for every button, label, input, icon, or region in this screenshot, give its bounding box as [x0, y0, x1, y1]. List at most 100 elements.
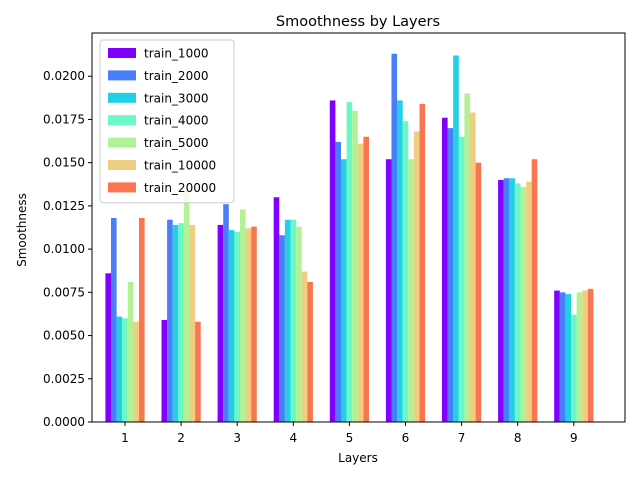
bar-train_10000-layer-9: [582, 290, 588, 422]
bar-train_4000-layer-6: [402, 121, 409, 423]
legend-label-train_3000: train_3000: [144, 91, 208, 105]
bar-train_10000-layer-8: [526, 181, 532, 422]
bar-train_4000-layer-1: [122, 318, 128, 422]
y-axis-label: Smoothness: [15, 193, 29, 267]
bar-train_5000-layer-7: [464, 93, 470, 422]
bar-train_10000-layer-1: [133, 321, 139, 422]
y-tick-label: 0.0025: [43, 372, 85, 386]
bar-train_2000-layer-4: [279, 235, 285, 422]
bar-train_3000-layer-5: [341, 159, 347, 422]
bar-train_4000-layer-9: [571, 314, 577, 422]
x-tick-label: 4: [289, 431, 297, 445]
bar-train_10000-layer-4: [301, 271, 308, 422]
legend-swatch-train_20000: [108, 182, 136, 193]
bar-train_3000-layer-6: [397, 100, 403, 423]
bar-train_3000-layer-9: [565, 294, 571, 422]
legend-swatch-train_10000: [108, 160, 136, 170]
bar-train_5000-layer-5: [352, 110, 358, 423]
bar-train_4000-layer-8: [514, 183, 521, 422]
y-tick-label: 0.0175: [43, 112, 85, 126]
bar-train_10000-layer-5: [357, 143, 364, 422]
legend: train_1000 train_2000 train_3000 train_4000…: [99, 39, 235, 204]
x-tick-label: 5: [346, 431, 354, 445]
plot-frame: [91, 32, 626, 423]
bars-layer: [105, 53, 594, 423]
bar-train_5000-layer-1: [127, 281, 134, 422]
bar-train_2000-layer-7: [447, 128, 454, 422]
y-tick-label: 0.0100: [43, 242, 85, 256]
x-axis-label: Layers: [338, 451, 378, 465]
bar-train_5000-layer-6: [408, 159, 414, 422]
bar-train_2000-layer-3: [223, 204, 229, 422]
legend-swatch-train_5000: [108, 137, 136, 148]
bar-train_20000-layer-3: [251, 226, 257, 422]
legend-swatch-train_3000: [108, 92, 136, 103]
bar-train_20000-layer-7: [475, 162, 482, 423]
bar-train_1000-layer-4: [273, 197, 280, 422]
bar-train_20000-layer-5: [363, 136, 369, 423]
y-tick-label: 0.0125: [43, 199, 85, 213]
axes-layer: 0.0000 0.0025 0.0050 0.0075 0.0100 0.0125 0.01…: [43, 32, 626, 445]
legend-label-train_10000: train_10000: [144, 159, 216, 173]
bar-train_3000-layer-1: [116, 316, 123, 422]
x-tick-label: 9: [570, 431, 578, 445]
bar-train_10000-layer-2: [189, 224, 196, 422]
legend-swatch-train_1000: [108, 48, 136, 58]
bar-train_5000-layer-9: [576, 292, 583, 422]
legend-swatch-train_2000: [108, 70, 136, 81]
x-tick-label: 6: [402, 431, 410, 445]
bar-train_5000-layer-4: [296, 226, 302, 422]
bar-train_4000-layer-3: [234, 231, 240, 422]
bar-train_4000-layer-5: [346, 102, 353, 422]
y-tick-label: 0.0050: [43, 329, 85, 343]
bar-train_1000-layer-6: [385, 159, 392, 422]
bar-train_1000-layer-7: [442, 117, 448, 422]
legend-label-train_5000: train_5000: [144, 136, 208, 150]
x-tick-label: 2: [177, 431, 185, 445]
bar-train_2000-layer-2: [167, 219, 173, 422]
y-tick-label: 0.0200: [43, 69, 85, 83]
y-tick-label: 0.0075: [43, 285, 85, 299]
x-tick-label: 7: [458, 431, 466, 445]
bar-train_2000-layer-1: [111, 217, 117, 422]
bar-train_2000-layer-6: [391, 53, 398, 422]
chart-title: Smoothness by Layers: [276, 14, 440, 30]
bar-train_3000-layer-4: [284, 219, 291, 422]
bar-train_4000-layer-4: [290, 219, 297, 422]
bar-train_20000-layer-1: [139, 217, 145, 422]
legend-label-train_2000: train_2000: [144, 69, 208, 83]
bar-train_3000-layer-8: [509, 178, 515, 422]
bar-train_3000-layer-7: [453, 55, 459, 422]
bar-train_20000-layer-9: [587, 288, 594, 422]
bar-train_1000-layer-8: [498, 179, 504, 422]
bar-train_1000-layer-3: [217, 224, 224, 422]
bar-train_5000-layer-8: [520, 186, 527, 422]
bar-train_20000-layer-6: [419, 103, 426, 422]
bar-train_1000-layer-9: [554, 290, 560, 422]
x-tick-label: 3: [233, 431, 241, 445]
bar-train_4000-layer-2: [178, 223, 184, 422]
y-tick-label: 0.0150: [43, 156, 85, 170]
bar-train_10000-layer-3: [245, 228, 252, 422]
bar-train_2000-layer-5: [335, 141, 341, 423]
bar-train_20000-layer-8: [531, 159, 538, 422]
bar-train_4000-layer-7: [458, 136, 465, 423]
bar-train_10000-layer-7: [470, 112, 476, 422]
x-tick-label: 1: [121, 431, 129, 445]
bar-train_1000-layer-5: [329, 100, 336, 423]
bar-train_1000-layer-1: [105, 273, 111, 422]
x-tick-label: 8: [514, 431, 522, 445]
bar-train_3000-layer-3: [228, 230, 235, 422]
bar-train_20000-layer-2: [195, 321, 201, 422]
legend-label-train_20000: train_20000: [144, 181, 216, 195]
legend-swatch-train_4000: [108, 115, 136, 126]
y-tick-label: 0.0000: [43, 415, 85, 429]
legend-label-train_1000: train_1000: [144, 47, 208, 61]
bar-train_5000-layer-2: [183, 192, 190, 422]
bar-train_20000-layer-4: [307, 281, 313, 422]
bar-train_2000-layer-8: [503, 178, 510, 422]
bar-train_10000-layer-6: [413, 131, 420, 423]
legend-label-train_4000: train_4000: [144, 114, 208, 128]
